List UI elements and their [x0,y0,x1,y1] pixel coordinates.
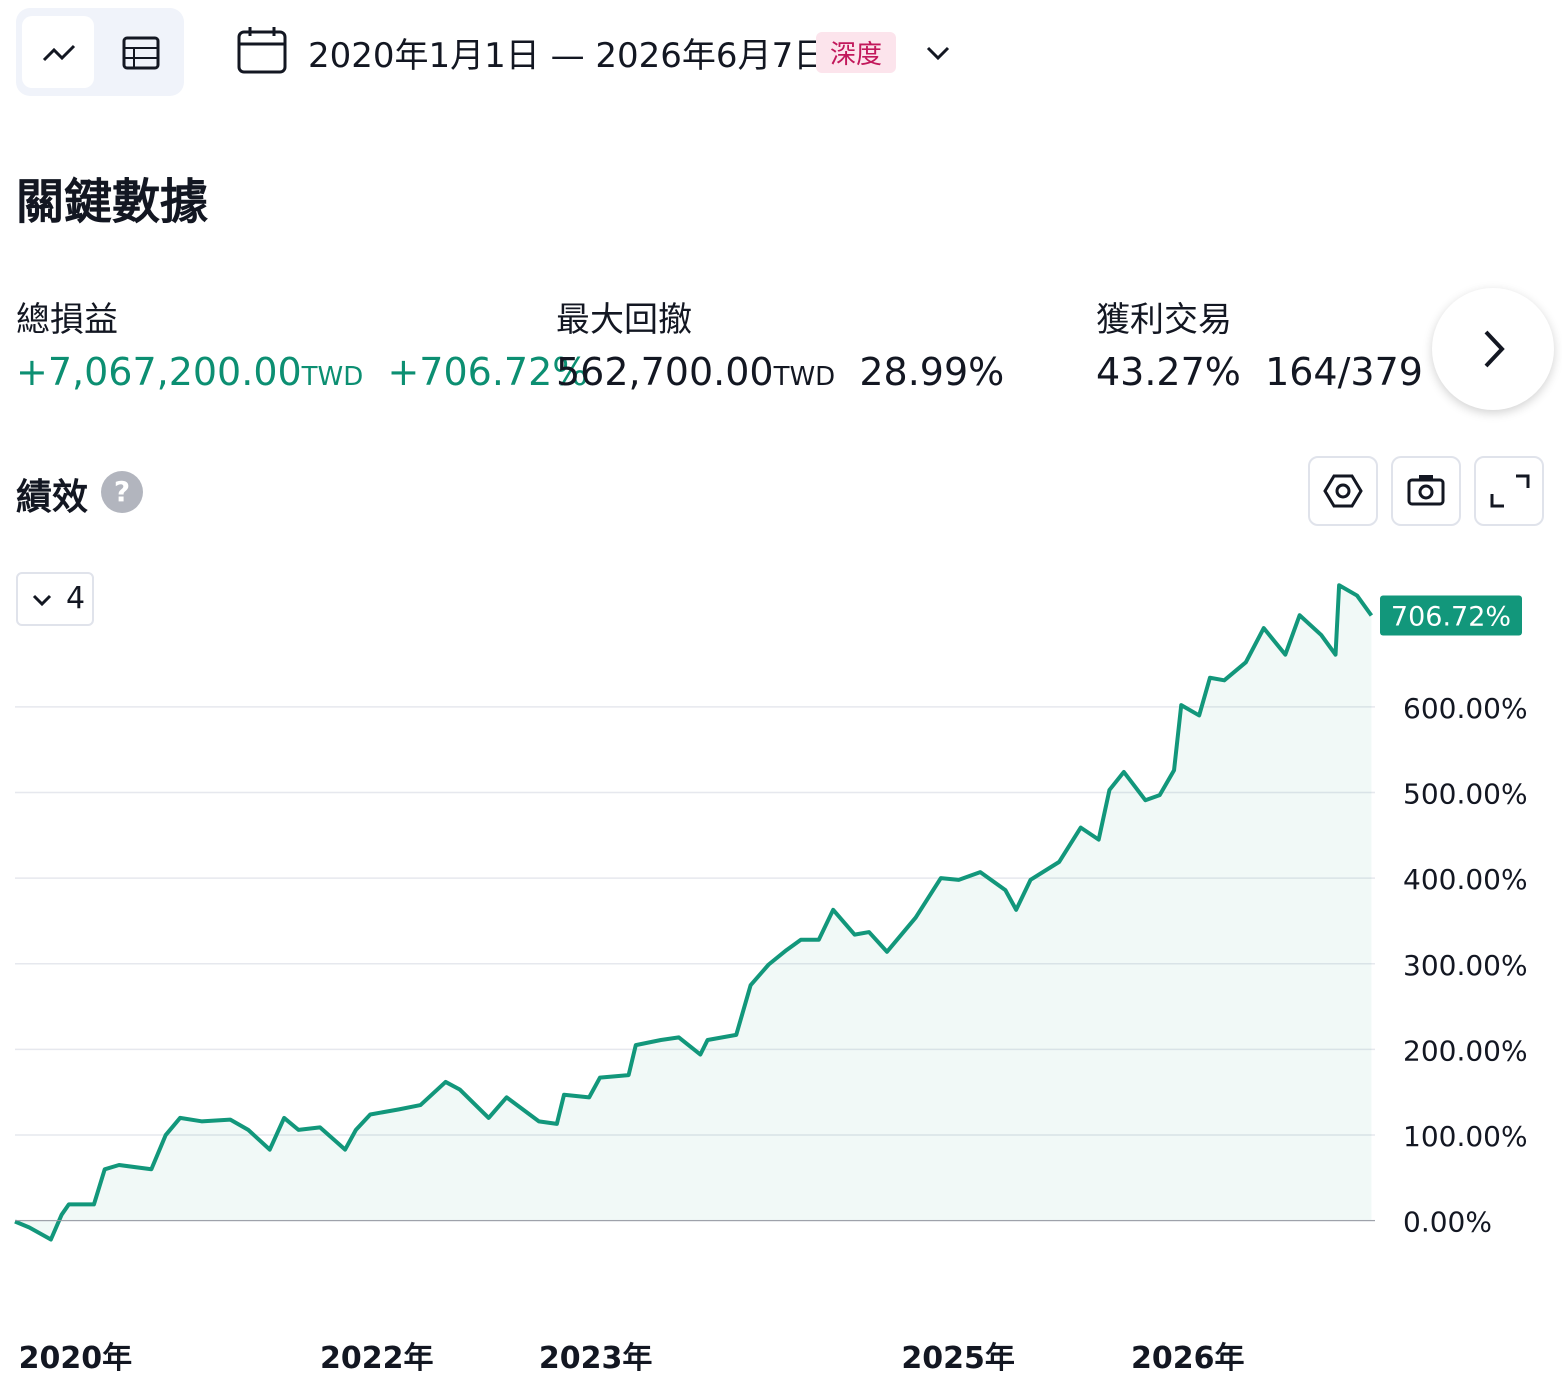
badge: 深度 [816,32,897,73]
percent: +706.72% [387,350,589,394]
y-tick-label: 600.00% [1403,692,1528,725]
date-range[interactable]: 2020年1月1日 — 2026年6月7日 [308,36,828,76]
table-view-button[interactable] [118,30,166,78]
x-tick-label: 2020年 [19,1341,133,1376]
unit: TWD [301,362,364,392]
area-fill [15,585,1372,1240]
series-count: 4 [66,581,86,616]
svg-text:?: ? [114,475,130,508]
screenshot-button[interactable] [1391,456,1461,526]
unit: TWD [773,362,836,392]
value: +7,067,200.00 [16,350,302,394]
stat-label: 獲利交易 [1096,300,1232,340]
section-title: 關鍵數據 [16,174,209,230]
stat-value: 562,700.00TWD 28.99% [556,350,1004,394]
fullscreen-button[interactable] [1474,456,1544,526]
y-tick-label: 100.00% [1403,1120,1528,1153]
chart-icon [42,44,76,62]
icon [1407,475,1445,506]
last-value-label: 706.72% [1391,601,1511,632]
icon [1490,474,1530,508]
help-icon[interactable]: ? [100,470,144,514]
chart-view-button[interactable] [22,16,94,88]
percent: 43.27% [1096,350,1241,394]
stat-value: 43.27% 164/379 [1096,350,1423,394]
next-button[interactable] [1432,288,1554,410]
section-title: 績效 [16,477,89,518]
x-tick-label: 2026年 [1131,1341,1245,1376]
percent: 28.99% [859,350,1005,394]
y-tick-label: 500.00% [1403,778,1528,811]
y-tick-label: 400.00% [1403,863,1528,896]
stat-value: +7,067,200.00TWD +706.72% [16,350,588,394]
series-dropdown[interactable]: 4 [16,572,94,626]
value: 164/379 [1265,350,1423,394]
y-tick-label: 200.00% [1403,1034,1528,1067]
value: 562,700.00 [556,350,774,394]
caret [32,594,52,607]
calendar-icon[interactable] [234,24,290,80]
x-tick-label: 2022年 [320,1341,434,1376]
equity-line [14,583,1374,1242]
stat-label: 總損益 [16,300,118,340]
settings-button[interactable] [1308,456,1378,526]
chevron [1484,330,1505,368]
y-tick-label: 0.00% [1403,1206,1492,1239]
y-tick-label: 300.00% [1403,949,1528,982]
last-value-box [1380,595,1522,636]
icon [1323,474,1363,508]
stat-label: 最大回撤 [556,300,692,340]
dropdown-caret[interactable] [920,36,956,72]
x-tick-label: 2025年 [901,1341,1015,1376]
x-tick-label: 2023年 [539,1341,653,1376]
